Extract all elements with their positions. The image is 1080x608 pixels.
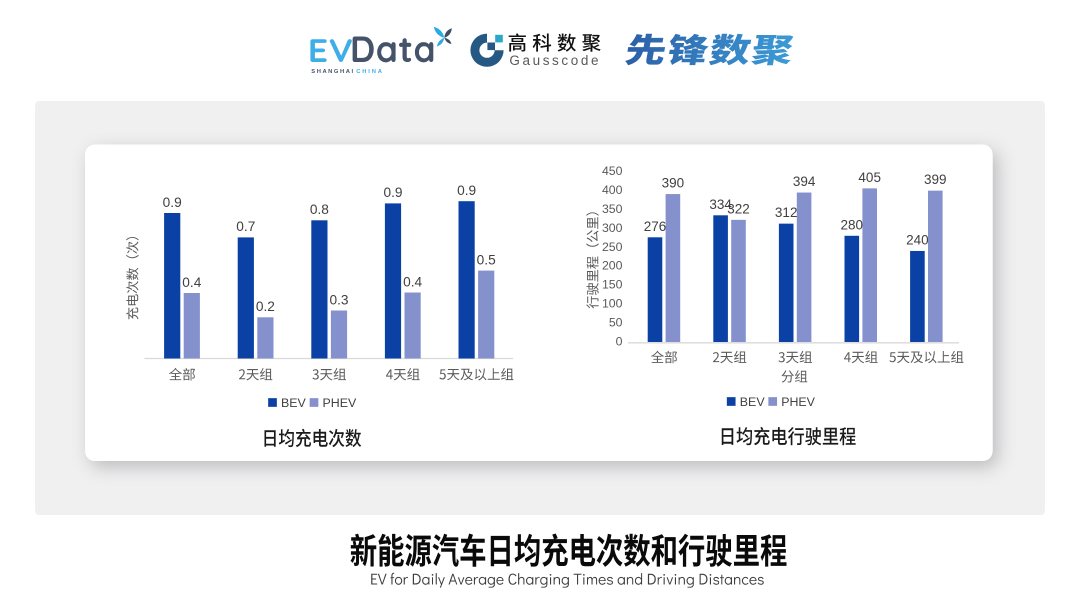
- svg-text:0: 0: [616, 335, 623, 349]
- svg-text:Gausscode: Gausscode: [509, 53, 601, 68]
- svg-text:0.4: 0.4: [403, 274, 422, 289]
- svg-text:394: 394: [793, 174, 816, 189]
- svg-text:0.5: 0.5: [477, 252, 496, 267]
- svg-text:322: 322: [727, 201, 750, 216]
- svg-text:240: 240: [906, 233, 929, 248]
- svg-text:150: 150: [602, 278, 623, 292]
- svg-text:0.7: 0.7: [236, 219, 255, 234]
- svg-text:350: 350: [602, 202, 623, 216]
- svg-text:276: 276: [644, 219, 667, 234]
- svg-text:200: 200: [602, 259, 623, 273]
- svg-text:PHEV: PHEV: [781, 395, 815, 409]
- svg-text:0.9: 0.9: [383, 185, 402, 200]
- svg-text:405: 405: [858, 170, 881, 185]
- svg-text:CHINA: CHINA: [356, 69, 384, 75]
- svg-text:BEV: BEV: [740, 395, 766, 409]
- svg-text:50: 50: [609, 316, 623, 330]
- svg-text:100: 100: [602, 297, 623, 311]
- svg-text:280: 280: [841, 217, 864, 232]
- svg-text:PHEV: PHEV: [323, 396, 357, 410]
- svg-text:450: 450: [602, 164, 623, 178]
- svg-text:250: 250: [602, 240, 623, 254]
- svg-text:0.2: 0.2: [256, 299, 275, 314]
- svg-text:390: 390: [662, 176, 685, 191]
- svg-text:399: 399: [924, 172, 947, 187]
- svg-text:BEV: BEV: [281, 396, 307, 410]
- svg-text:0.8: 0.8: [310, 202, 329, 217]
- svg-text:0.4: 0.4: [182, 275, 201, 290]
- svg-text:312: 312: [775, 205, 798, 220]
- svg-text:0.9: 0.9: [163, 195, 182, 210]
- svg-text:0.9: 0.9: [457, 183, 476, 198]
- svg-text:SHANGHAI: SHANGHAI: [311, 69, 354, 75]
- svg-text:400: 400: [602, 183, 623, 197]
- svg-text:334: 334: [709, 197, 732, 212]
- svg-text:300: 300: [602, 221, 623, 235]
- svg-text:0.3: 0.3: [329, 292, 348, 307]
